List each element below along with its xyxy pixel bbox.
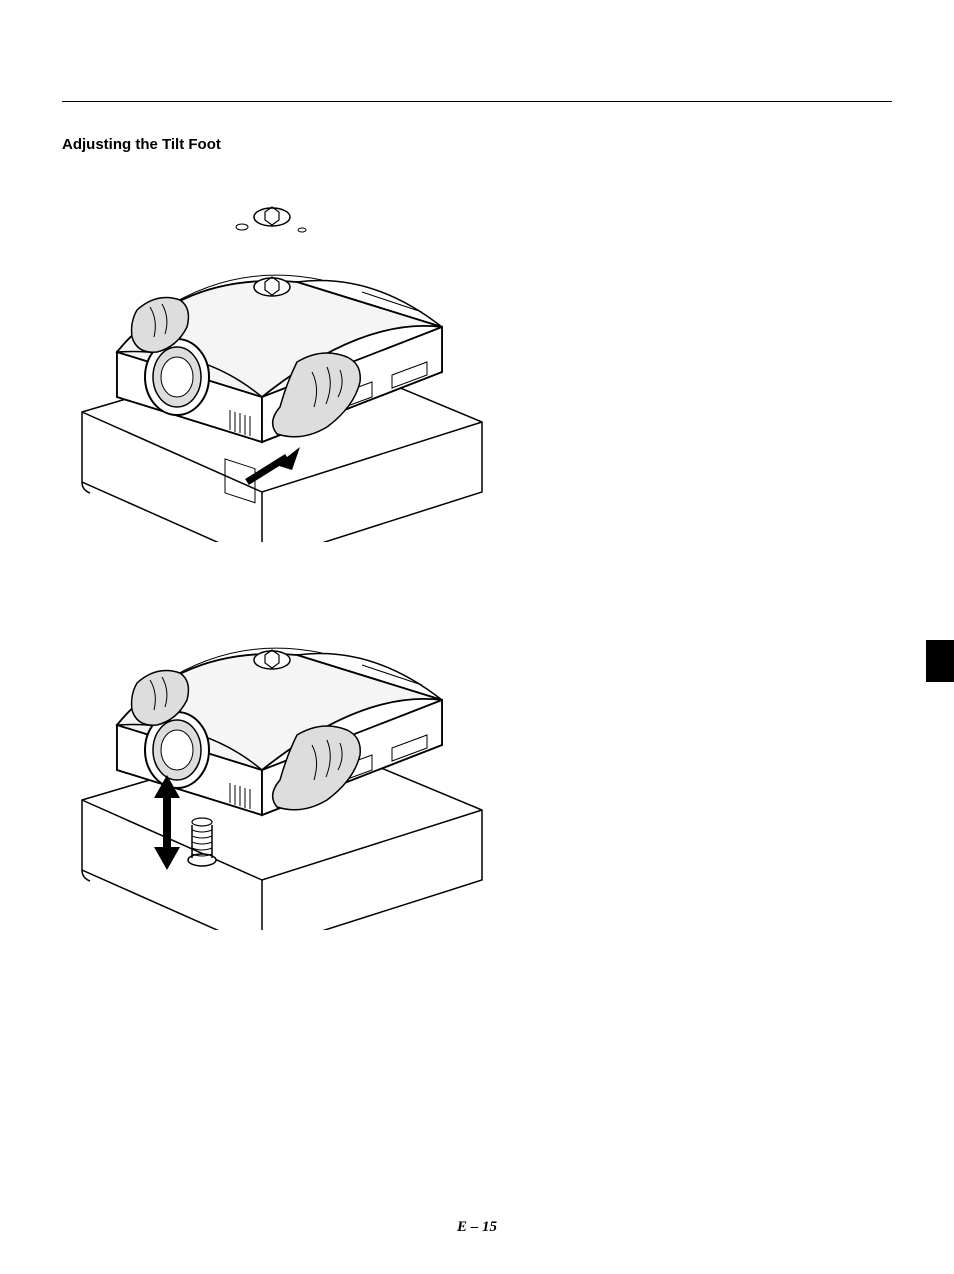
document-page: Adjusting the Tilt Foot [0, 0, 954, 1274]
header-rule [62, 101, 892, 102]
figure-tilt-press [62, 172, 492, 542]
section-title: Adjusting the Tilt Foot [62, 136, 221, 153]
page-number: E – 15 [0, 1219, 954, 1236]
side-tab [926, 640, 954, 682]
figure-tilt-adjust [62, 560, 492, 930]
